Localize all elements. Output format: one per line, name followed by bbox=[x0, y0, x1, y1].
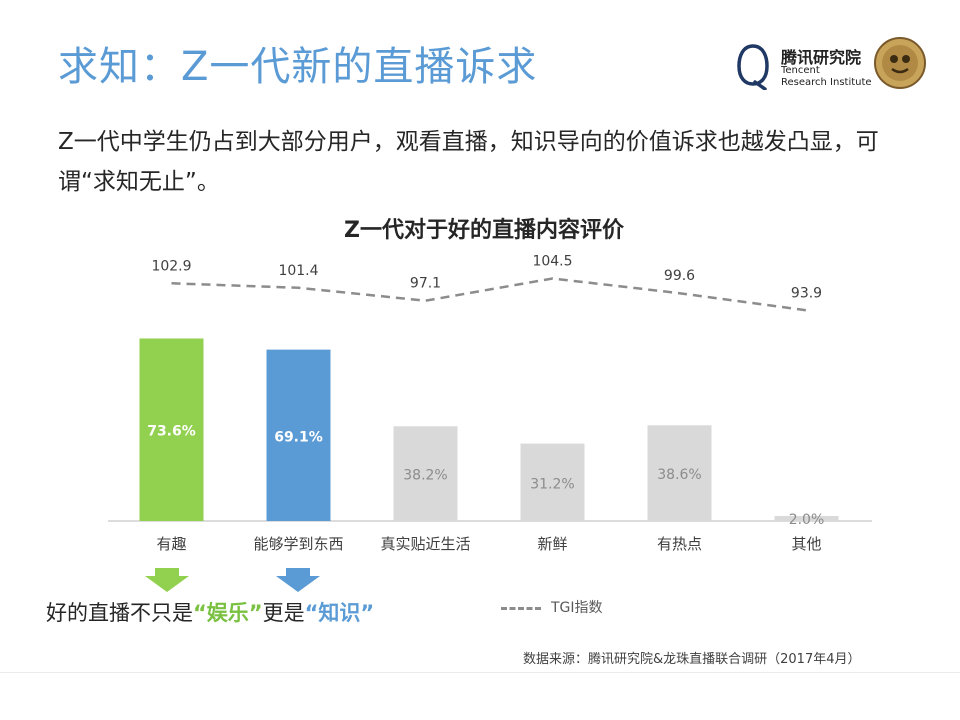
category-label-5: 其他 bbox=[791, 535, 821, 553]
tagline-middle: 更是 bbox=[263, 601, 305, 625]
legend-dash-swatch bbox=[501, 607, 541, 610]
category-label-3: 新鲜 bbox=[537, 535, 567, 553]
tgi-value-label-0: 102.9 bbox=[151, 258, 191, 274]
tgi-value-label-1: 101.4 bbox=[278, 263, 318, 279]
tencent-research-logo: 腾讯研究院 Tencent Research Institute bbox=[735, 40, 925, 96]
category-label-0: 有趣 bbox=[156, 535, 186, 553]
source-note: 数据来源：腾讯研究院&龙珠直播联合调研（2017年4月） bbox=[523, 648, 861, 667]
legend-label: TGI指数 bbox=[551, 600, 603, 616]
tagline-knowledge: “知识” bbox=[305, 601, 375, 625]
logo-name-en-1: Tencent bbox=[781, 65, 820, 76]
category-label-1: 能够学到东西 bbox=[253, 535, 343, 553]
chart-title: Z一代对于好的直播内容评价 bbox=[344, 217, 625, 243]
tgi-value-label-2: 97.1 bbox=[410, 276, 441, 292]
page-subtitle: Z一代中学生仍占到大部分用户，观看直播，知识导向的价值诉求也越发凸显，可谓“求知… bbox=[58, 122, 918, 202]
tgi-line bbox=[172, 279, 807, 311]
tagline-entertainment: “娱乐” bbox=[193, 601, 263, 625]
bar-value-label-0: 73.6% bbox=[147, 424, 196, 440]
tagline-prefix: 好的直播不只是 bbox=[46, 601, 193, 625]
green-down-arrow-icon bbox=[143, 568, 191, 592]
footer-divider bbox=[0, 672, 960, 673]
tgi-value-label-3: 104.5 bbox=[532, 254, 572, 270]
category-label-4: 有热点 bbox=[657, 535, 702, 553]
logo-name-en-2: Research Institute bbox=[781, 77, 872, 88]
tagline: 好的直播不只是“娱乐”更是“知识” bbox=[46, 597, 374, 627]
bar-value-label-4: 38.6% bbox=[657, 467, 701, 483]
bar-value-label-2: 38.2% bbox=[403, 468, 447, 484]
blue-down-arrow-icon bbox=[274, 568, 322, 592]
logo-q-icon bbox=[735, 42, 771, 90]
tgi-value-label-5: 93.9 bbox=[791, 285, 822, 301]
tgi-value-label-4: 99.6 bbox=[664, 268, 695, 284]
seal-icon bbox=[873, 36, 927, 90]
bar-line-chart: Z一代对于好的直播内容评价 73.6% 有趣 69.1% 能够学到东西 38.2% 真实贴… bbox=[0, 200, 960, 590]
category-label-2: 真实贴近生活 bbox=[380, 535, 470, 553]
legend-tgi: TGI指数 bbox=[501, 597, 603, 617]
page-title: 求知：Z一代新的直播诉求 bbox=[58, 34, 537, 92]
bar-value-label-1: 69.1% bbox=[274, 429, 323, 445]
bar-value-label-5: 2.0% bbox=[789, 512, 825, 528]
bar-value-label-3: 31.2% bbox=[530, 476, 574, 492]
